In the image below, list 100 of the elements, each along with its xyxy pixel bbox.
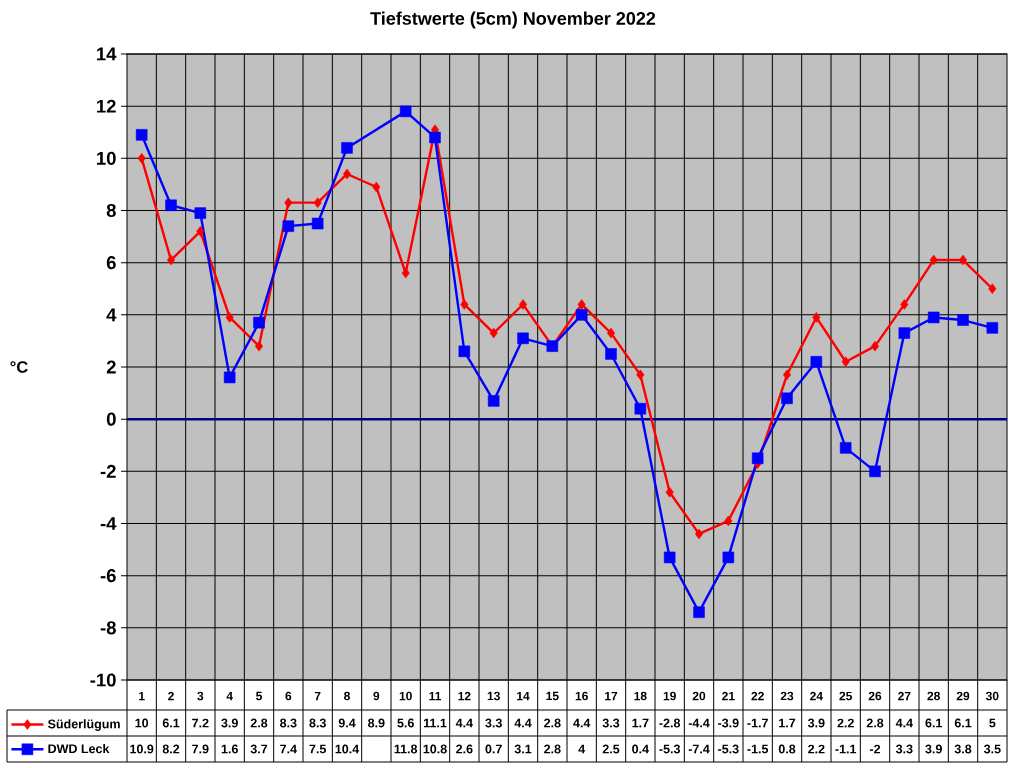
x-tick-label: 6 [285, 691, 292, 701]
legend-label: DWD Leck [48, 743, 110, 754]
y-axis-title: °C [10, 361, 28, 373]
data-label: 3.3 [602, 718, 620, 728]
data-label: -4.4 [688, 718, 710, 728]
data-label: 4.4 [895, 718, 913, 728]
data-label: 10 [135, 718, 149, 728]
data-label: 3.9 [221, 718, 238, 728]
x-tick-label: 4 [226, 691, 233, 701]
data-label: 0.4 [632, 744, 649, 754]
chart-title: Tiefstwerte (5cm) November 2022 [370, 11, 656, 29]
point [487, 395, 500, 407]
x-tick-label: 23 [780, 691, 794, 701]
point [196, 226, 205, 237]
data-label: 3.8 [954, 744, 972, 754]
y-tick-label: 0 [106, 412, 116, 426]
data-label: 7.4 [280, 744, 297, 754]
point [489, 327, 498, 339]
point [165, 199, 177, 212]
data-label: 2.8 [250, 718, 268, 728]
data-label: 10.4 [335, 744, 360, 754]
data-label: 8.2 [162, 744, 180, 754]
point [282, 220, 295, 232]
data-label: 4.4 [455, 718, 473, 728]
point [869, 465, 881, 478]
y-tick-label: -2 [100, 464, 116, 478]
data-label: 1.7 [779, 718, 796, 728]
x-tick-label: 5 [256, 691, 262, 701]
data-label: 3.9 [925, 744, 942, 754]
data-label: 2.2 [837, 718, 854, 728]
point [458, 345, 471, 358]
point [634, 402, 647, 415]
legend-label: Süderlügum [47, 719, 120, 731]
point [429, 131, 441, 144]
data-label: -3.9 [718, 718, 739, 728]
data-label: 8.3 [309, 718, 326, 728]
point [841, 356, 850, 368]
data-label: 6.1 [162, 718, 180, 728]
data-label: 8.9 [368, 718, 385, 728]
x-tick-label: 24 [810, 691, 823, 701]
data-label: 4 [578, 744, 586, 754]
data-label: -5.3 [718, 744, 739, 754]
data-label: 7.2 [192, 718, 209, 728]
data-label: 3.7 [250, 744, 268, 754]
x-tick-label: 15 [546, 691, 559, 701]
y-tick-label: 2 [106, 360, 116, 374]
data-label: 2.6 [456, 744, 473, 754]
point [372, 181, 381, 193]
data-label: 5.6 [397, 718, 414, 728]
data-label: 1.7 [632, 718, 649, 728]
y-tick-label: 12 [97, 99, 116, 113]
point [839, 442, 852, 454]
x-tick-label: 29 [956, 691, 970, 701]
data-label: -5.3 [659, 744, 680, 754]
y-tick-label: 10 [97, 151, 116, 165]
data-label: 0.7 [485, 744, 502, 754]
x-tick-label: 12 [458, 691, 471, 701]
data-label: 9.4 [338, 718, 356, 728]
point [401, 267, 410, 279]
data-label: 6.1 [954, 718, 972, 728]
y-tick-label: -8 [100, 621, 116, 635]
x-tick-label: 1 [139, 691, 145, 701]
data-label: 8.3 [280, 718, 297, 728]
data-label: -1.1 [835, 744, 857, 754]
point [722, 551, 735, 564]
x-tick-label: 8 [344, 691, 350, 701]
point [575, 309, 588, 321]
y-tick-label: 6 [106, 256, 116, 270]
data-label: 3.9 [807, 718, 825, 728]
data-label: -2.8 [659, 718, 681, 728]
point [957, 314, 969, 326]
point [781, 392, 793, 405]
data-label: 2.8 [544, 744, 561, 754]
x-tick-label: 25 [839, 691, 853, 701]
point [341, 142, 353, 154]
point [311, 217, 324, 230]
data-label: 3.3 [895, 744, 913, 754]
point [399, 105, 412, 118]
data-label: 11.1 [423, 718, 447, 728]
x-tick-label: 22 [751, 691, 764, 701]
x-tick-label: 21 [722, 691, 735, 701]
point [605, 348, 617, 360]
point [724, 515, 733, 527]
data-label: 10.9 [130, 744, 154, 754]
point [519, 299, 528, 310]
data-label: -1.5 [747, 744, 769, 754]
y-tick-label: -4 [100, 517, 117, 530]
x-tick-label: 30 [985, 691, 999, 701]
point [577, 299, 586, 310]
point [607, 327, 616, 339]
data-label: -2 [869, 744, 881, 754]
y-tick-label: -6 [100, 569, 116, 583]
data-label: 5 [989, 718, 996, 728]
point [900, 299, 909, 310]
point [253, 316, 265, 329]
data-label: 4.4 [514, 718, 532, 728]
data-label: 7.9 [192, 744, 209, 754]
data-label: -7.4 [688, 744, 710, 754]
data-label: 6.1 [925, 718, 943, 728]
point [313, 197, 322, 208]
